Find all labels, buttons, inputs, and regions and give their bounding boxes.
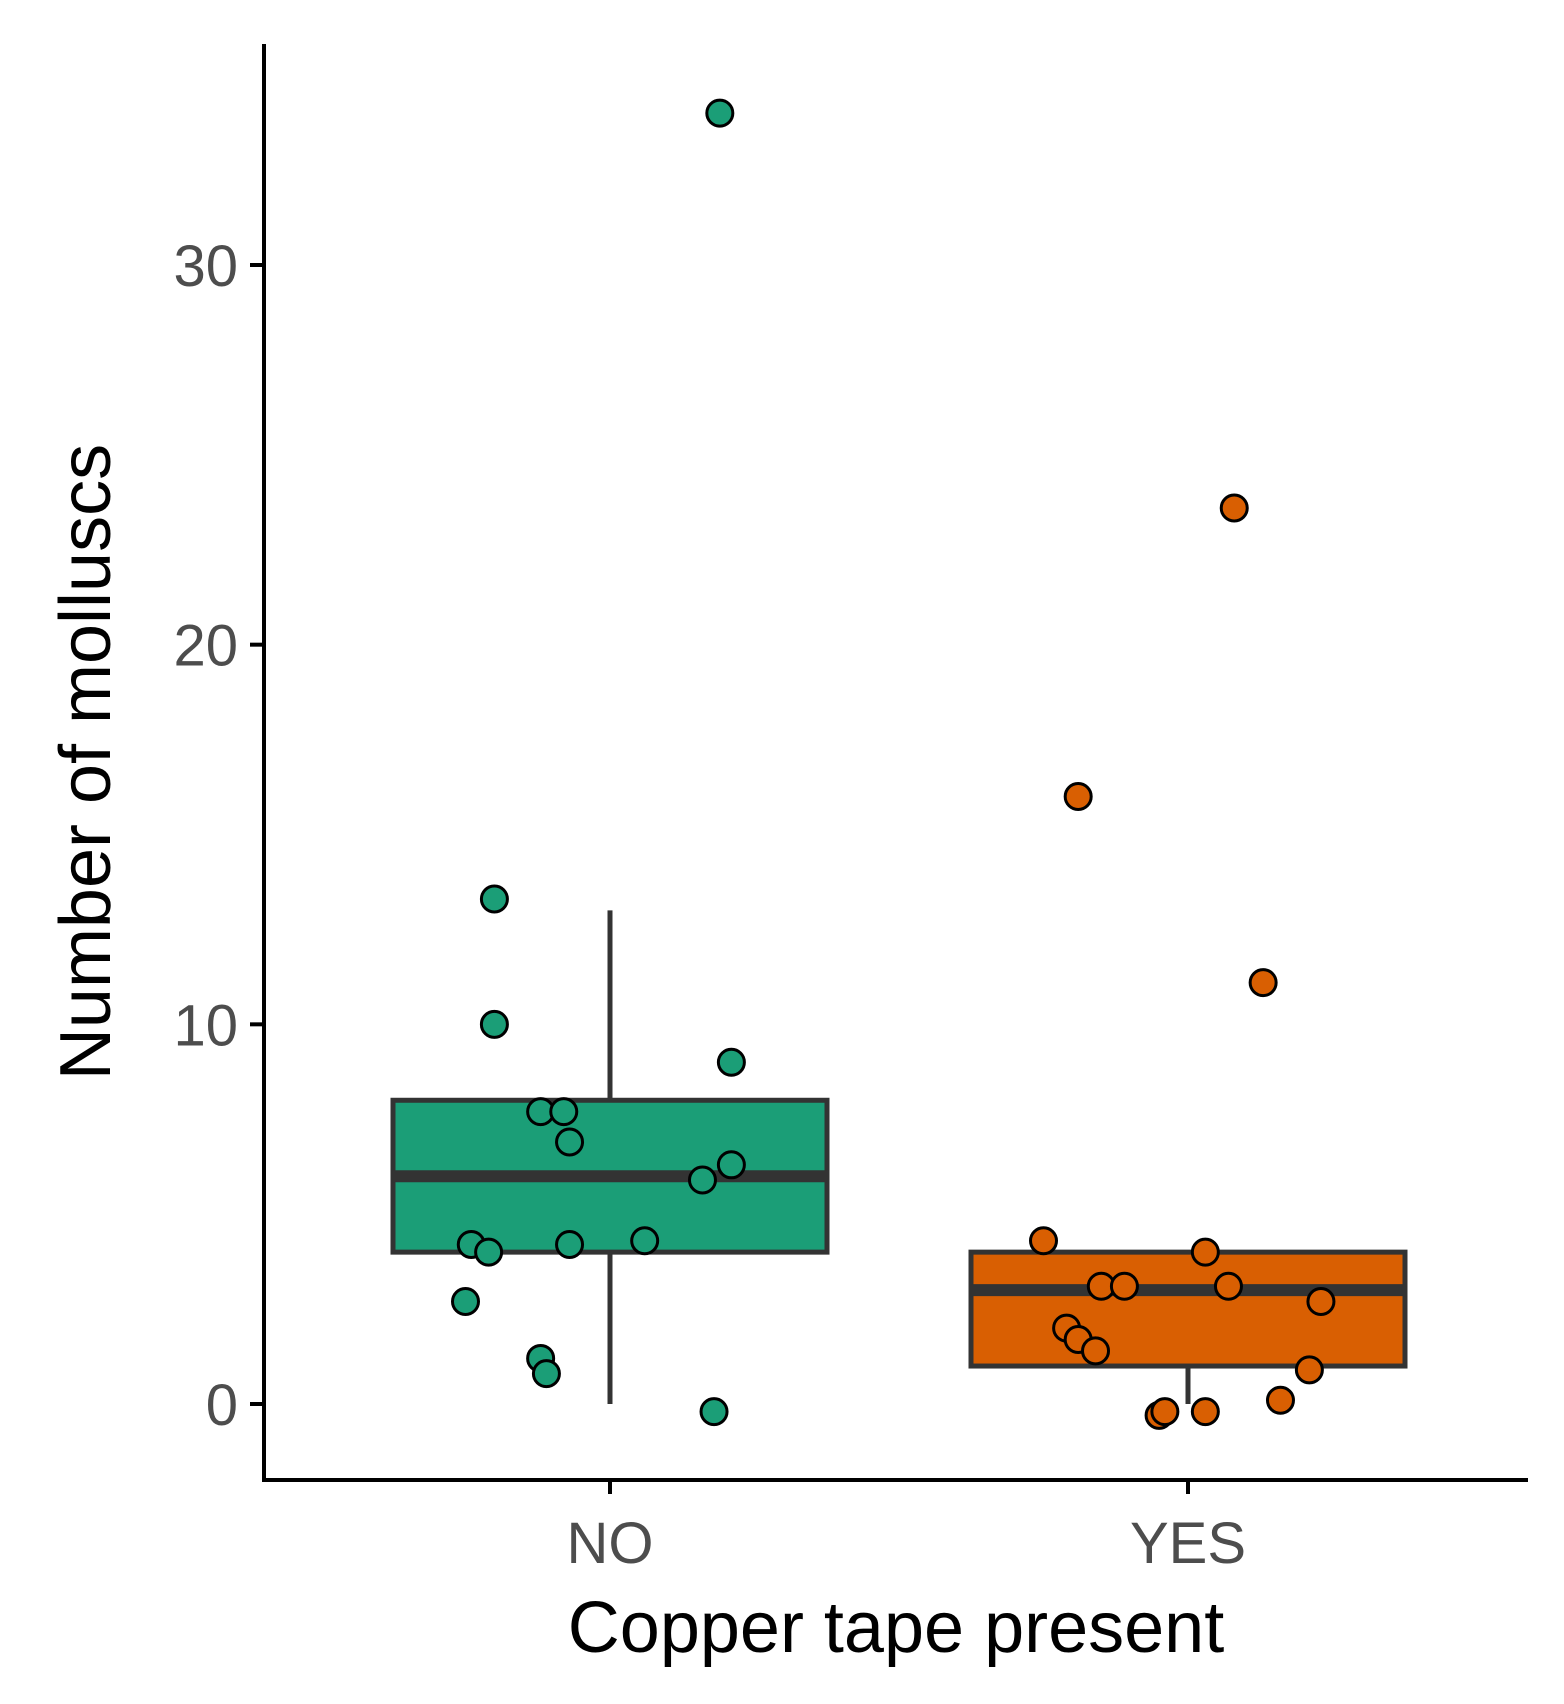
point-no-2	[479, 1009, 509, 1039]
point-yes-21	[1190, 1237, 1220, 1267]
point-no-1	[479, 884, 509, 914]
point-yes-20	[1029, 1226, 1058, 1256]
point-no-15	[531, 1359, 561, 1389]
point-no-10	[474, 1237, 504, 1267]
point-no-16	[699, 1397, 729, 1427]
y-tick-label-30: 30	[173, 234, 238, 299]
point-no-3	[716, 1047, 746, 1077]
points-layer	[451, 98, 1336, 1430]
x-axis-title: Copper tape present	[568, 1588, 1224, 1668]
point-yes-30	[1265, 1385, 1295, 1415]
x-tick-label-no: NO	[567, 1511, 654, 1576]
y-ticks: 0 10 20 30	[173, 234, 264, 1438]
point-no-8	[687, 1165, 717, 1195]
point-no-6	[555, 1127, 585, 1157]
point-yes-33	[1190, 1397, 1220, 1427]
point-yes-17	[1219, 493, 1249, 523]
y-tick-label-10: 10	[173, 993, 238, 1058]
point-yes-19	[1248, 968, 1278, 998]
point-yes-29	[1294, 1355, 1324, 1385]
box-yes	[968, 1249, 1408, 1369]
point-yes-25	[1306, 1286, 1336, 1316]
x-ticks: NO YES	[567, 1480, 1246, 1576]
point-yes-32	[1150, 1397, 1180, 1427]
point-no-13	[451, 1286, 480, 1316]
point-no-11	[555, 1230, 585, 1260]
point-yes-28	[1081, 1336, 1111, 1366]
y-axis-title: Number of molluscs	[46, 444, 126, 1080]
point-yes-24	[1213, 1271, 1243, 1301]
point-no-5	[549, 1097, 579, 1127]
y-tick-label-0: 0	[206, 1373, 238, 1438]
y-tick-label-20: 20	[173, 614, 238, 679]
point-no-12	[630, 1226, 660, 1256]
point-yes-18	[1063, 782, 1093, 812]
point-no-7	[716, 1150, 746, 1180]
point-no-0	[705, 98, 735, 128]
axes-layer	[262, 44, 1528, 1482]
x-tick-label-yes: YES	[1130, 1511, 1246, 1576]
point-yes-23	[1109, 1271, 1139, 1301]
